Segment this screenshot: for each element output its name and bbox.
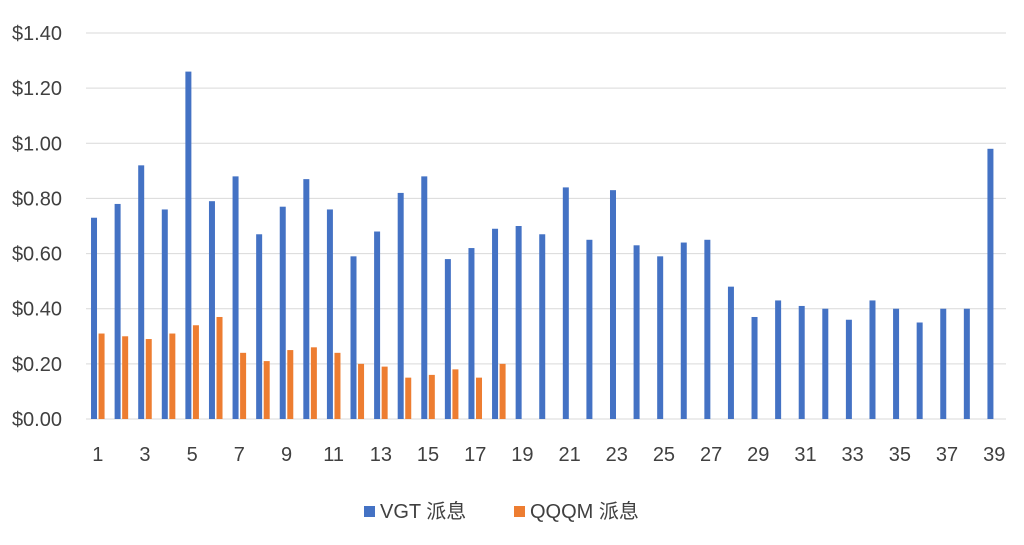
x-tick-label: 17	[464, 444, 486, 466]
vgt-bar	[326, 209, 333, 419]
x-tick-label: 3	[139, 444, 150, 466]
vgt-bar	[138, 165, 145, 419]
x-tick-label: 27	[700, 444, 722, 466]
vgt-bar	[704, 239, 711, 419]
vgt-bar	[492, 228, 499, 419]
legend: VGT 派息 QQQM 派息	[364, 500, 639, 523]
x-tick-label: 37	[936, 444, 958, 466]
vgt-bar	[586, 239, 593, 419]
x-tick-label: 9	[281, 444, 292, 466]
vgt-bar	[609, 190, 616, 419]
qqqm-bar	[452, 369, 459, 419]
vgt-bar	[468, 248, 475, 419]
x-tick-label: 1	[92, 444, 103, 466]
x-tick-label: 5	[187, 444, 198, 466]
vgt-bar	[916, 322, 923, 419]
qqqm-bar	[334, 352, 341, 419]
x-tick-label: 19	[511, 444, 533, 466]
qqqm-bar	[240, 352, 247, 419]
vgt-bar	[232, 176, 239, 419]
vgt-bar	[421, 176, 428, 419]
vgt-bar	[987, 148, 994, 420]
x-axis-ticks: 1 3 5 7 9 11 13 15 17 19 21 23 25 27 29 31 33 35 37 39	[92, 444, 1005, 466]
vgt-bar	[775, 300, 782, 419]
x-tick-label: 7	[234, 444, 245, 466]
vgt-bar	[727, 286, 734, 419]
legend-swatch-vgt	[364, 506, 375, 517]
x-tick-label: 25	[653, 444, 675, 466]
y-tick-label: $1.20	[12, 78, 62, 100]
vgt-bar	[91, 217, 98, 419]
legend-label-vgt: VGT 派息	[380, 500, 466, 523]
vgt-bar	[822, 308, 829, 419]
y-tick-label: $0.80	[12, 188, 62, 210]
x-tick-label: 13	[370, 444, 392, 466]
qqqm-bar	[358, 363, 365, 419]
vgt-bar	[963, 308, 970, 419]
qqqm-bar	[381, 366, 388, 419]
vgt-bar	[845, 319, 852, 419]
vgt-bar	[374, 231, 381, 419]
vgt-bar	[279, 206, 286, 419]
x-tick-label: 33	[842, 444, 864, 466]
vgt-bar	[751, 316, 758, 419]
vgt-bar	[940, 308, 947, 419]
vgt-bar	[397, 192, 404, 419]
x-tick-label: 31	[794, 444, 816, 466]
vgt-bar	[161, 209, 168, 419]
vgt-bar	[303, 179, 310, 419]
vgt-bar	[633, 245, 640, 419]
vgt-bar	[256, 234, 263, 419]
vgt-bar	[208, 201, 215, 419]
qqqm-bar	[192, 325, 199, 419]
qqqm-bar	[216, 316, 223, 419]
qqqm-bar	[145, 339, 152, 419]
vgt-bar	[114, 203, 121, 419]
vgt-bar	[350, 256, 357, 419]
vgt-bar	[444, 259, 451, 419]
x-tick-label: 21	[558, 444, 580, 466]
y-tick-label: $0.60	[12, 244, 62, 266]
x-tick-label: 11	[323, 444, 344, 466]
y-axis-ticks: $0.00 $0.20 $0.40 $0.60 $0.80 $1.00 $1.20 $1.40	[12, 23, 62, 431]
x-tick-label: 15	[417, 444, 439, 466]
y-tick-label: $0.00	[12, 409, 62, 431]
x-tick-label: 29	[747, 444, 769, 466]
vgt-bar	[539, 234, 546, 419]
bars	[91, 71, 994, 420]
qqqm-bar	[405, 377, 412, 419]
vgt-bar	[562, 187, 569, 419]
x-tick-label: 39	[983, 444, 1005, 466]
qqqm-bar	[98, 333, 105, 419]
vgt-bar	[798, 305, 805, 419]
y-tick-label: $1.40	[12, 23, 62, 45]
qqqm-bar	[476, 377, 483, 419]
qqqm-bar	[287, 350, 294, 419]
y-tick-label: $1.00	[12, 133, 62, 155]
qqqm-bar	[263, 361, 270, 419]
vgt-bar	[185, 71, 192, 419]
vgt-bar	[680, 242, 687, 419]
legend-swatch-qqqm	[514, 506, 525, 517]
vgt-bar	[869, 300, 876, 419]
y-tick-label: $0.20	[12, 354, 62, 376]
x-tick-label: 23	[606, 444, 628, 466]
vgt-bar	[893, 308, 900, 419]
qqqm-bar	[169, 333, 176, 419]
qqqm-bar	[428, 374, 435, 419]
gridlines	[86, 32, 1006, 420]
qqqm-bar	[499, 363, 506, 419]
qqqm-bar	[122, 336, 129, 419]
vgt-bar	[515, 226, 522, 419]
qqqm-bar	[310, 347, 317, 419]
x-tick-label: 35	[889, 444, 911, 466]
vgt-bar	[657, 256, 664, 419]
y-tick-label: $0.40	[12, 299, 62, 321]
legend-label-qqqm: QQQM 派息	[530, 500, 639, 523]
